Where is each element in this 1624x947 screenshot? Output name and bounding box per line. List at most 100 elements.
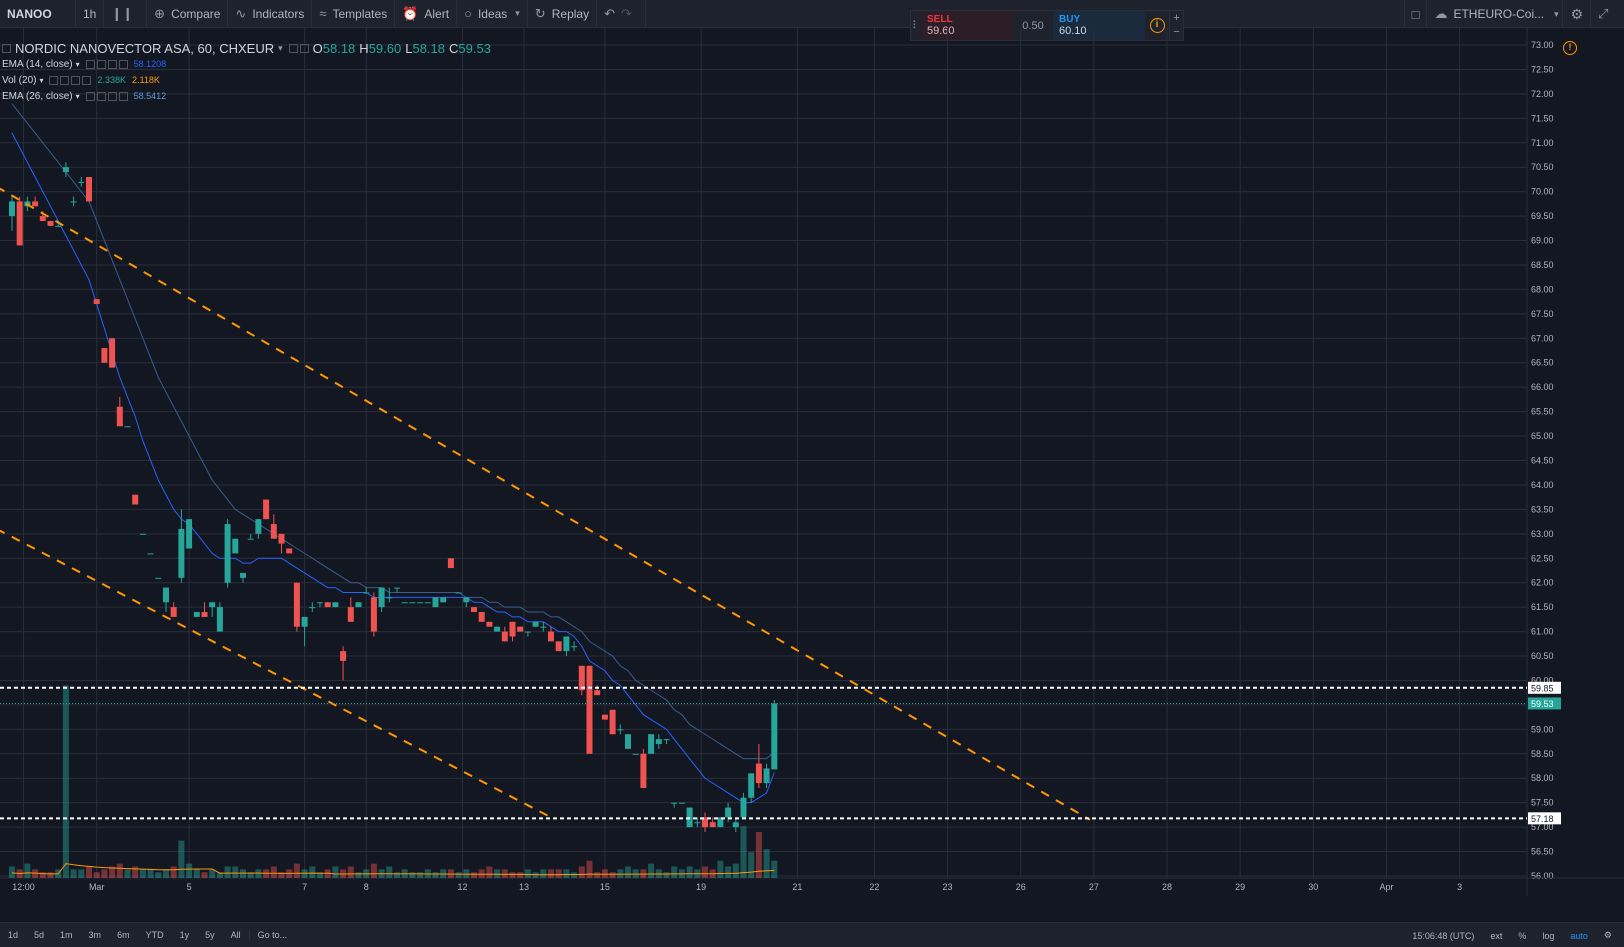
expand-button[interactable]: ⤢: [1590, 0, 1624, 28]
close-icon[interactable]: [118, 59, 128, 69]
candle-body: [694, 822, 701, 824]
ideas-button[interactable]: ○ Ideas ▾: [457, 0, 528, 28]
more-icon[interactable]: [107, 91, 117, 101]
candle-body: [655, 739, 662, 745]
candle-body: [463, 597, 470, 603]
y-tick-label: 69.50: [1531, 211, 1554, 221]
plus-button[interactable]: +: [1173, 12, 1180, 24]
candle-body: [632, 753, 639, 755]
volume-bar: [732, 863, 739, 878]
volume-bar: [524, 869, 531, 878]
eye-icon[interactable]: [49, 75, 59, 85]
volume-bar: [193, 869, 200, 878]
more-icon[interactable]: [71, 75, 81, 85]
range-button-5y[interactable]: 5y: [205, 930, 215, 940]
templates-button[interactable]: ≈ Templates: [312, 0, 396, 28]
undo-button[interactable]: ↶ ↷: [597, 0, 646, 28]
interval-selector[interactable]: 1h: [76, 0, 105, 28]
y-tick-label: 63.50: [1531, 504, 1554, 514]
y-tick-label: 68.50: [1531, 260, 1554, 270]
candle-body: [186, 519, 193, 549]
volume-bar: [740, 826, 747, 878]
volume-bar: [109, 866, 116, 878]
range-button-1m[interactable]: 1m: [60, 930, 73, 940]
symbol-search[interactable]: NANOO: [0, 0, 76, 28]
settings-icon[interactable]: [299, 43, 309, 53]
volume-bar: [755, 832, 762, 878]
percent-toggle[interactable]: %: [1518, 930, 1527, 941]
goto-button[interactable]: Go to...: [248, 930, 296, 940]
ema26-legend[interactable]: EMA (26, close) ▾ 58.5412: [2, 88, 491, 104]
volume-bar: [101, 869, 108, 878]
volume-bar: [686, 866, 693, 878]
redo-icon[interactable]: ↷: [621, 5, 632, 21]
range-button-5d[interactable]: 5d: [34, 930, 45, 940]
settings-icon[interactable]: [96, 91, 106, 101]
candle-body: [324, 602, 331, 608]
candle-body: [524, 631, 531, 633]
collapse-icon[interactable]: [2, 43, 11, 53]
volume-bar: [717, 860, 724, 878]
price-chart[interactable]: 73.00 72.50 72.00 71.50 71.00 70.50 70.00 69.50…: [0, 28, 1624, 922]
more-icon[interactable]: [107, 59, 117, 69]
drag-handle-icon[interactable]: ⠇: [911, 20, 921, 32]
auto-toggle[interactable]: auto: [1570, 930, 1588, 941]
sell-button[interactable]: SELL 59.60: [921, 11, 1013, 40]
chart-style-button[interactable]: ❙❙: [104, 0, 148, 28]
ema14-legend[interactable]: EMA (14, close) ▾ 58.1208: [2, 56, 491, 72]
close-icon[interactable]: [118, 91, 128, 101]
volume-bar: [232, 866, 239, 878]
range-button-1y[interactable]: 1y: [179, 930, 190, 940]
series-title: NORDIC NANOVECTOR ASA, 60, CHXEUR: [15, 40, 275, 56]
close-icon[interactable]: [82, 75, 92, 85]
settings-button[interactable]: ⚙: [1562, 0, 1590, 28]
fullscreen-toggle[interactable]: □: [1403, 0, 1427, 28]
x-tick-label: 22: [869, 882, 879, 892]
eye-icon[interactable]: [288, 43, 298, 53]
candle-body: [702, 817, 708, 828]
candle-body: [763, 768, 770, 784]
volume-bar: [432, 872, 439, 878]
eye-icon[interactable]: [85, 59, 95, 69]
indicators-button[interactable]: ∿ Indicators: [228, 0, 313, 28]
minus-button[interactable]: −: [1173, 26, 1180, 38]
candle-body: [732, 822, 739, 828]
chevron-down-icon[interactable]: ▾: [278, 42, 283, 53]
hline-price-tag: [1528, 681, 1561, 694]
volume-bar: [478, 869, 485, 878]
info-button[interactable]: i: [1145, 11, 1169, 40]
gear-icon[interactable]: ⚙: [1603, 930, 1612, 940]
range-button-ytd[interactable]: YTD: [145, 930, 164, 940]
candle-body: [432, 597, 439, 608]
layout-selector[interactable]: ☁ ETHEURO-Coi... ▾: [1426, 0, 1562, 28]
buy-button[interactable]: BUY 60.10: [1053, 11, 1145, 40]
compare-label: Compare: [171, 6, 221, 21]
compare-button[interactable]: ⊕ Compare: [147, 0, 229, 28]
candle-body: [340, 651, 347, 661]
range-button-3m[interactable]: 3m: [88, 930, 102, 940]
alert-button[interactable]: ⏰ Alert: [395, 0, 458, 28]
range-button-all[interactable]: All: [230, 930, 241, 940]
volume-bar: [186, 863, 193, 878]
range-button-1d[interactable]: 1d: [8, 930, 19, 940]
y-tick-label: 62.50: [1531, 553, 1554, 563]
range-button-6m[interactable]: 6m: [117, 930, 130, 940]
volume-bar: [170, 866, 177, 878]
replay-button[interactable]: ↻ Replay: [528, 0, 598, 28]
candle-body: [39, 216, 46, 221]
alarm-clock-icon: ⏰: [402, 5, 419, 21]
candle-body: [147, 553, 154, 555]
warning-icon[interactable]: !: [1563, 41, 1577, 55]
settings-icon[interactable]: [60, 75, 70, 85]
candle-body: [247, 538, 254, 540]
settings-icon[interactable]: [96, 59, 106, 69]
volume-legend[interactable]: Vol (20) ▾ 2.338K 2.118K: [2, 72, 491, 88]
square-icon: □: [1411, 6, 1420, 22]
volume-bar: [155, 872, 162, 878]
ext-toggle[interactable]: ext: [1490, 930, 1503, 941]
volume-bar: [540, 869, 547, 878]
volume-label: Vol (20): [2, 74, 37, 86]
eye-icon[interactable]: [85, 91, 95, 101]
log-toggle[interactable]: log: [1542, 930, 1555, 941]
volume-bar: [240, 869, 246, 878]
